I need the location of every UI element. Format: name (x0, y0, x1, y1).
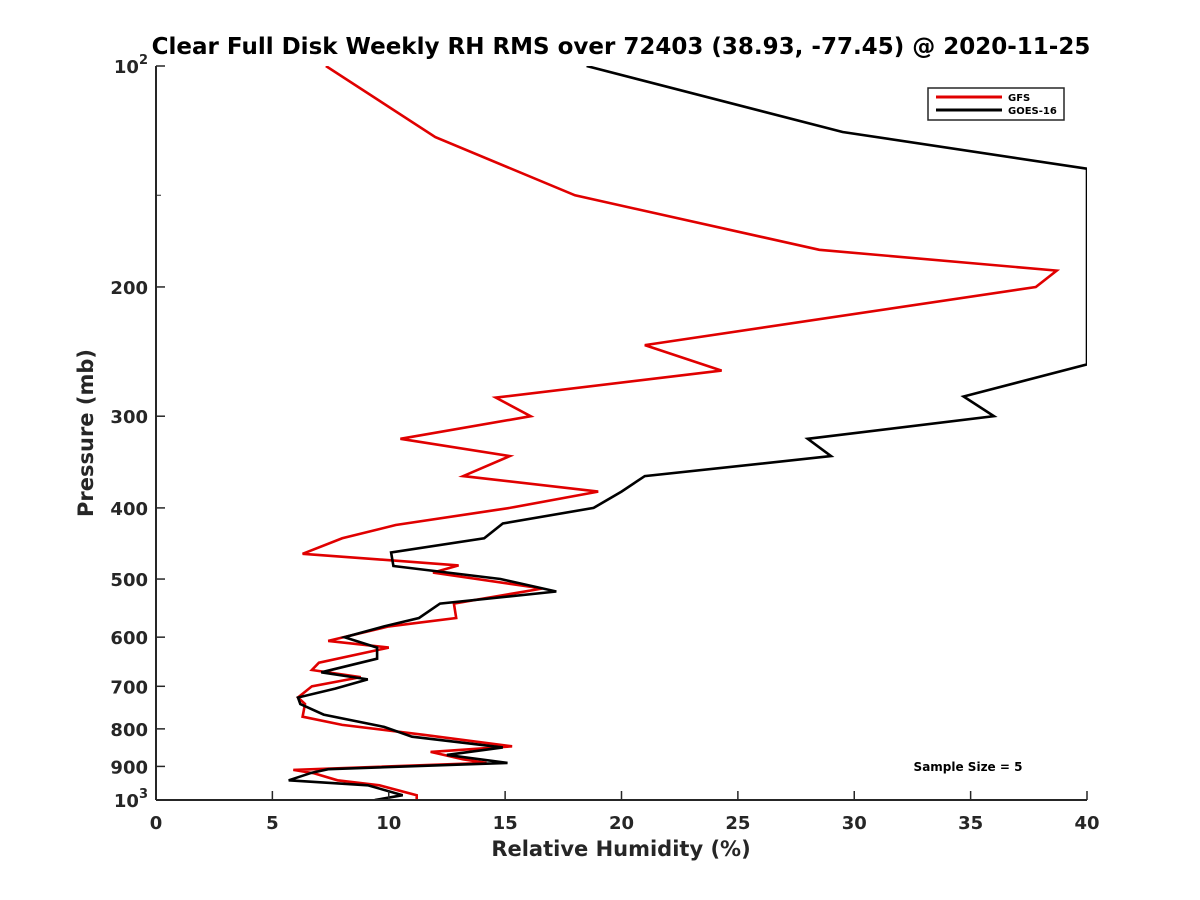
legend-label-gfs: GFS (1008, 93, 1030, 104)
series-layer (288, 66, 1087, 800)
series-line-goes16 (288, 66, 1087, 800)
y-tick-label: 700 (110, 677, 148, 698)
y-tick-label: 900 (110, 757, 148, 778)
x-tick-label: 20 (609, 813, 634, 834)
y-tick-label: 400 (110, 499, 148, 520)
x-axis-label: Relative Humidity (%) (491, 837, 750, 861)
series-line-gfs (293, 66, 1061, 800)
y-ticks: 102 200 300 400 500 600 700 800 900 103 (110, 53, 165, 812)
y-tick-label: 103 (114, 787, 148, 812)
x-tick-label: 35 (958, 813, 983, 834)
chart-title: Clear Full Disk Weekly RH RMS over 72403… (152, 34, 1091, 60)
x-tick-label: 30 (842, 813, 867, 834)
y-tick-label: 200 (110, 278, 148, 299)
y-tick-label: 800 (110, 720, 148, 741)
x-tick-label: 15 (493, 813, 518, 834)
y-tick-label: 600 (110, 628, 148, 649)
y-axis-label: Pressure (mb) (74, 349, 98, 517)
x-tick-label: 0 (150, 813, 163, 834)
y-tick-label: 500 (110, 570, 148, 591)
x-tick-label: 5 (266, 813, 279, 834)
sample-size-annotation: Sample Size = 5 (914, 760, 1023, 774)
x-tick-label: 25 (725, 813, 750, 834)
y-tick-label: 300 (110, 407, 148, 428)
legend: GFS GOES-16 (927, 87, 1065, 121)
x-tick-label: 10 (376, 813, 401, 834)
x-tick-label: 40 (1074, 813, 1099, 834)
legend-label-goes16: GOES-16 (1008, 106, 1057, 117)
legend-box (927, 87, 1065, 121)
y-tick-label: 102 (114, 53, 148, 78)
x-ticks: 0 5 10 15 20 25 30 35 40 (150, 791, 1100, 834)
